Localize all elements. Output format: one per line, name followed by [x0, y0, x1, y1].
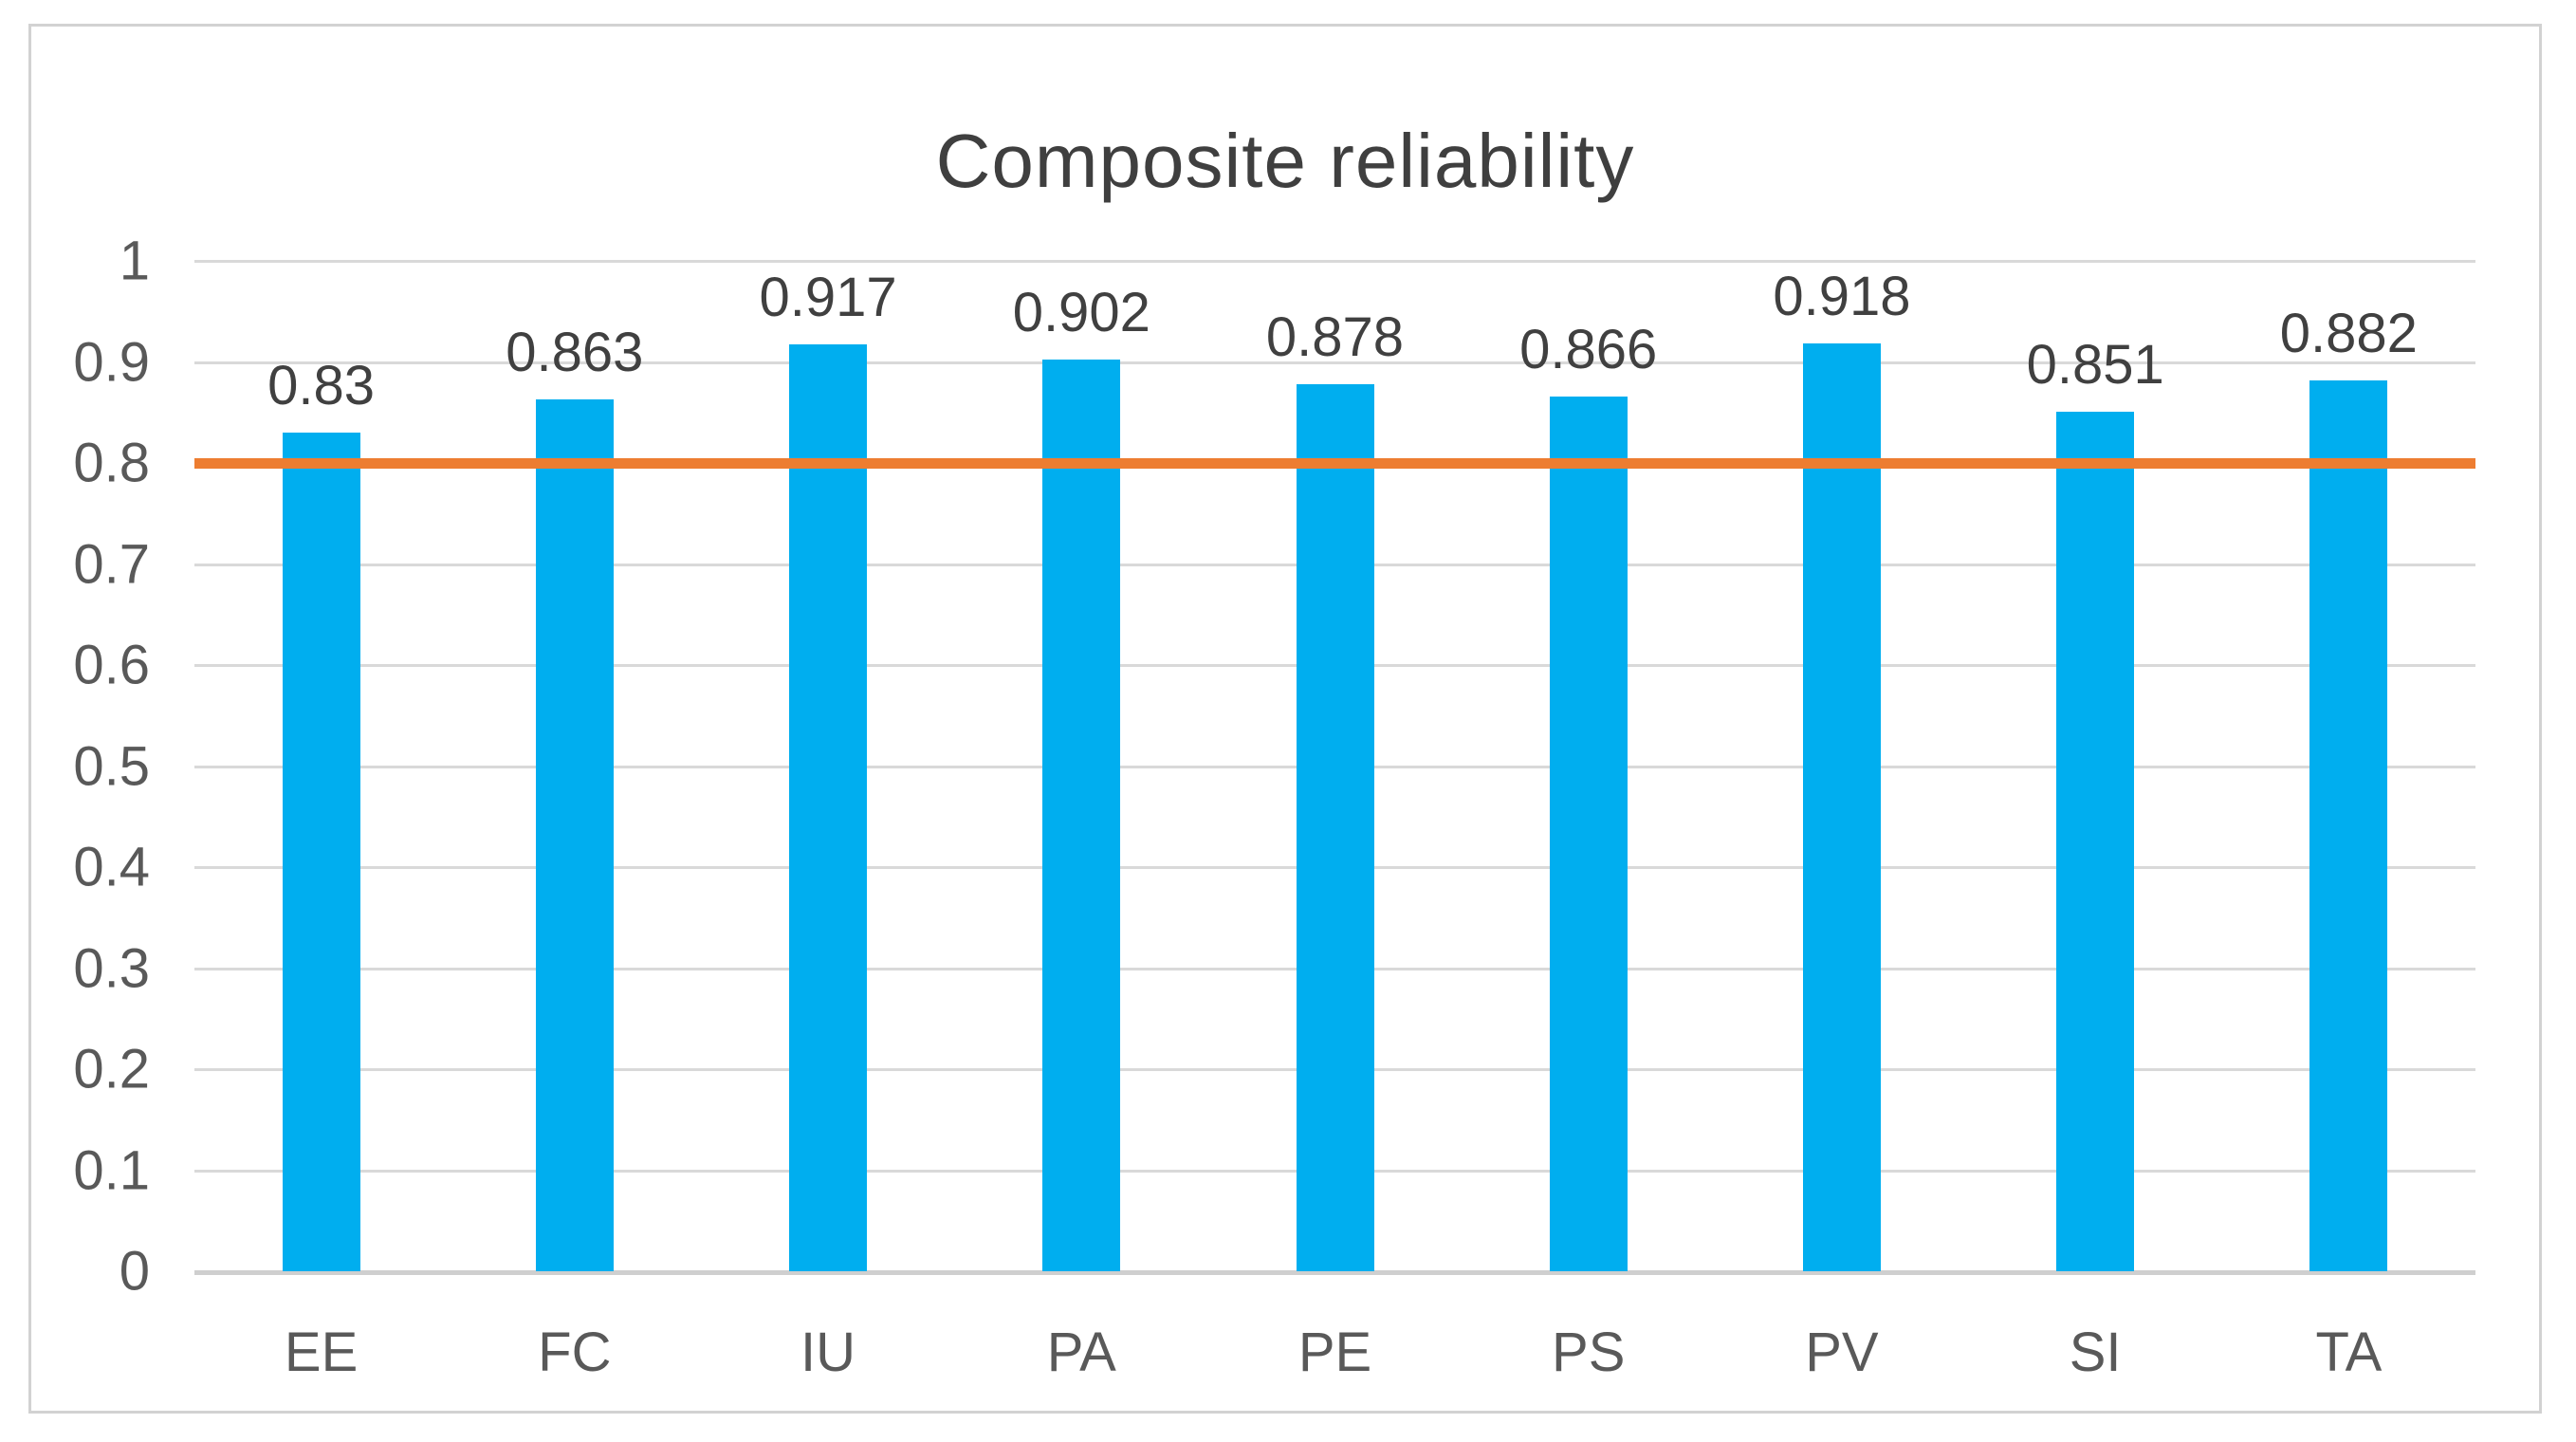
bar-value-label: 0.863	[506, 321, 644, 383]
x-category-label: PA	[1046, 1322, 1116, 1383]
y-tick-label: 0.1	[73, 1139, 150, 1201]
bar-value-label: 0.902	[1012, 282, 1150, 344]
x-category-label: IU	[800, 1322, 856, 1383]
gridline	[194, 260, 2475, 263]
x-category-label: PS	[1552, 1322, 1626, 1383]
y-tick-label: 0.7	[73, 533, 150, 595]
bar-value-label: 0.878	[1265, 305, 1405, 368]
bar	[282, 433, 360, 1271]
x-category-label: SI	[2069, 1322, 2122, 1383]
y-tick-label: 1	[119, 230, 150, 292]
threshold-line	[194, 458, 2475, 469]
y-tick-label: 0.4	[73, 836, 150, 898]
bar	[1549, 396, 1628, 1271]
bar-value-label: 0.866	[1519, 318, 1658, 380]
x-category-label: TA	[2315, 1322, 2383, 1383]
bar-value-label: 0.882	[2279, 302, 2418, 364]
y-tick-label: 0.8	[73, 432, 150, 494]
bar	[2309, 379, 2388, 1271]
x-category-label: PE	[1297, 1322, 1372, 1383]
chart-title: Composite reliability	[935, 119, 1635, 203]
y-tick-label: 0.5	[73, 735, 150, 797]
plot-area: 0.83 0.863 0.917 0.902 0.878 0.866 0.918 0.851 0…	[194, 260, 2475, 1275]
bar-value-label: 0.917	[759, 267, 897, 329]
bar	[789, 344, 868, 1271]
y-tick-label: 0	[119, 1240, 150, 1303]
bar	[1296, 383, 1374, 1271]
bar-value-label: 0.918	[1773, 266, 1911, 328]
bar	[535, 398, 614, 1271]
x-category-label: PV	[1805, 1322, 1879, 1383]
bar-value-label: 0.83	[267, 355, 376, 417]
y-tick-label: 0.9	[73, 331, 150, 393]
bar	[2056, 411, 2135, 1271]
x-category-label: EE	[284, 1322, 359, 1383]
bar	[1042, 360, 1121, 1271]
gridline	[194, 1270, 2475, 1275]
gridline	[194, 360, 2475, 364]
y-tick-label: 0.3	[73, 937, 150, 999]
bar	[1802, 343, 1881, 1271]
x-category-label: FC	[538, 1322, 612, 1383]
y-tick-label: 0.6	[73, 634, 150, 696]
y-tick-label: 0.2	[73, 1038, 150, 1100]
bar-value-label: 0.851	[2026, 333, 2164, 396]
